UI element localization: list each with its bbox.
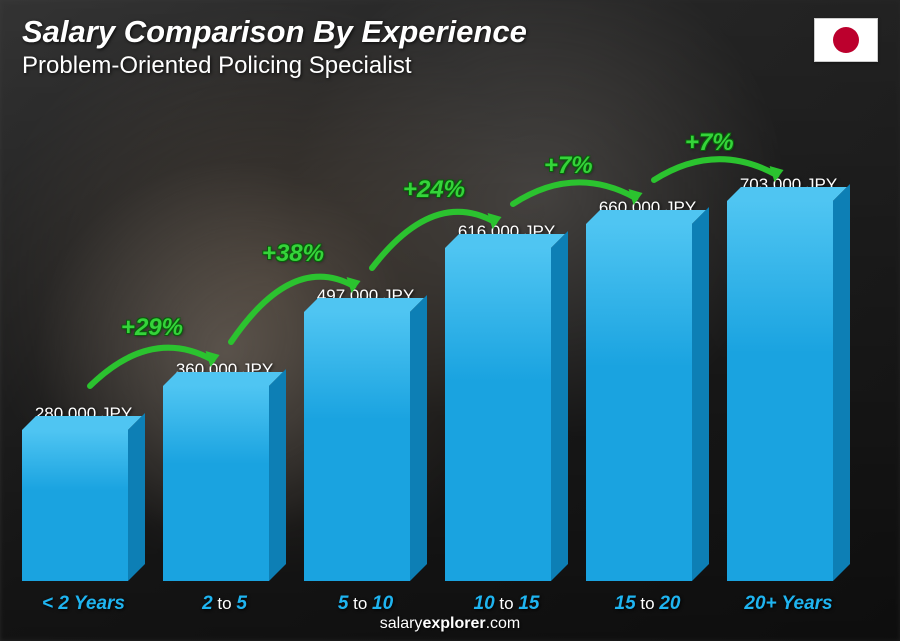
bar-column: 616,000 JPY10 to 15 bbox=[445, 222, 568, 581]
bar bbox=[445, 248, 568, 581]
x-axis-label: 5 to 10 bbox=[338, 593, 393, 615]
x-axis-label: 10 to 15 bbox=[474, 593, 540, 615]
chart-subtitle: Problem-Oriented Policing Specialist bbox=[22, 52, 527, 80]
bar-column: 360,000 JPY2 to 5 bbox=[163, 360, 286, 581]
x-axis-label: 15 to 20 bbox=[615, 593, 681, 615]
percent-increase-badge: +7% bbox=[685, 129, 734, 157]
bar bbox=[163, 386, 286, 581]
bar-column: 497,000 JPY5 to 10 bbox=[304, 286, 427, 581]
infographic-stage: Salary Comparison By Experience Problem-… bbox=[0, 0, 900, 641]
bar-column: 703,000 JPY20+ Years bbox=[727, 175, 850, 581]
footer-pre: salary bbox=[380, 615, 423, 632]
title-block: Salary Comparison By Experience Problem-… bbox=[22, 14, 527, 80]
flag-dot-icon bbox=[833, 27, 859, 53]
bar-column: 660,000 JPY15 to 20 bbox=[586, 198, 709, 581]
percent-increase-badge: +7% bbox=[544, 152, 593, 180]
percent-increase-badge: +29% bbox=[121, 314, 183, 342]
bar bbox=[727, 201, 850, 581]
chart-title: Salary Comparison By Experience bbox=[22, 14, 527, 50]
x-axis-label: 20+ Years bbox=[744, 593, 832, 615]
bar bbox=[586, 224, 709, 581]
x-axis-label: < 2 Years bbox=[42, 593, 125, 615]
footer-attribution: salaryexplorer.com bbox=[0, 615, 900, 633]
percent-increase-badge: +24% bbox=[403, 176, 465, 204]
bar-column: 280,000 JPY< 2 Years bbox=[22, 404, 145, 581]
footer-post: .com bbox=[486, 615, 521, 632]
footer-accent: explorer bbox=[422, 615, 485, 632]
country-flag-japan bbox=[814, 18, 878, 62]
percent-increase-badge: +38% bbox=[262, 240, 324, 268]
bar bbox=[22, 430, 145, 581]
x-axis-label: 2 to 5 bbox=[202, 593, 247, 615]
bar bbox=[304, 312, 427, 581]
